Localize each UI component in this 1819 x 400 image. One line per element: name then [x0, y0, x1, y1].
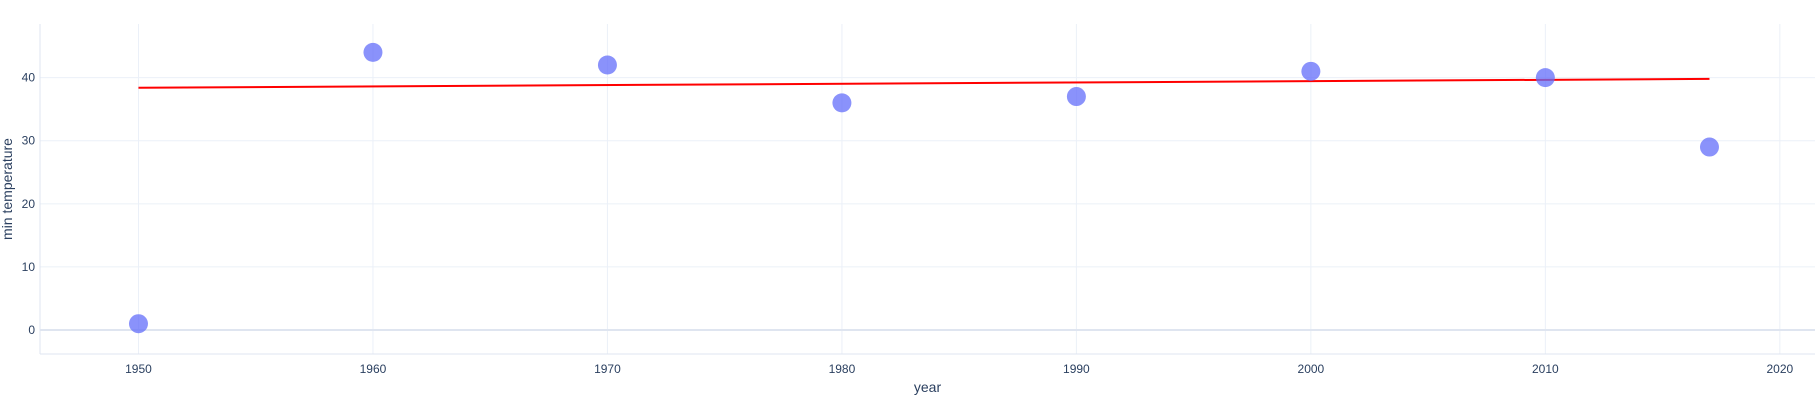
x-tick-label: 2010 — [1532, 362, 1559, 376]
data-point — [1699, 137, 1719, 157]
x-tick-label: 1970 — [594, 362, 621, 376]
y-tick-label: 10 — [22, 260, 36, 274]
x-tick-label: 2000 — [1298, 362, 1325, 376]
data-point — [1066, 87, 1086, 107]
y-tick-label: 20 — [22, 197, 36, 211]
x-tick-label: 1980 — [829, 362, 856, 376]
data-point — [832, 93, 852, 113]
y-gridlines — [40, 77, 1815, 268]
y-axis-title: min temperature — [0, 138, 15, 240]
x-tick-label: 2020 — [1766, 362, 1793, 376]
data-point — [1301, 61, 1321, 81]
y-axis-ticks: 0 10 20 30 40 — [22, 71, 36, 337]
x-axis-ticks: 1950 1960 1970 1980 1990 2000 2010 2020 — [125, 362, 1793, 376]
x-gridlines — [137, 24, 1781, 354]
y-tick-label: 40 — [22, 71, 36, 85]
scatter-points — [128, 42, 1719, 334]
trend-lines — [138, 77, 1710, 89]
data-point — [363, 42, 383, 62]
data-point — [597, 55, 617, 75]
x-tick-label: 1990 — [1063, 362, 1090, 376]
x-tick-label: 1950 — [125, 362, 152, 376]
x-tick-label: 1960 — [360, 362, 387, 376]
x-axis-title: year — [914, 379, 942, 395]
y-tick-label: 30 — [22, 134, 36, 148]
data-point — [128, 314, 148, 334]
trend-line — [138, 77, 1710, 89]
y-tick-label: 0 — [28, 323, 35, 337]
data-point — [1535, 68, 1555, 88]
